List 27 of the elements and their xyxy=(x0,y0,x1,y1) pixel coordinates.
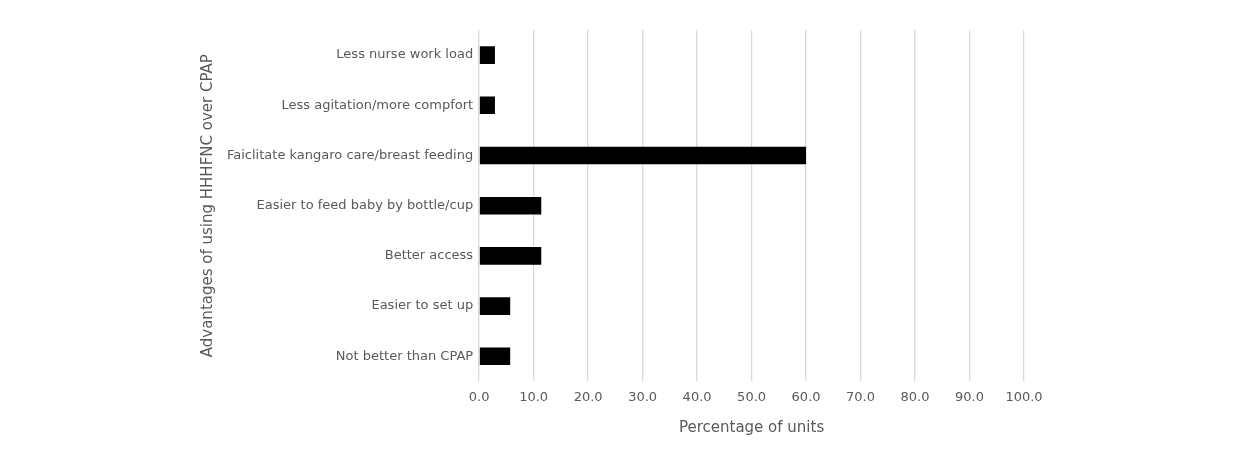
x-tick-label: 70.0 xyxy=(846,388,876,404)
x-tick-label: 0.0 xyxy=(468,388,490,404)
x-tick-label: 50.0 xyxy=(737,388,767,404)
y-tick-label: Easier to feed baby by bottle/cup xyxy=(256,197,474,213)
y-tick-label: Faiclitate kangaro care/breast feeding xyxy=(226,146,474,162)
x-tick-label: 80.0 xyxy=(900,388,930,404)
bar xyxy=(479,297,511,315)
bar xyxy=(479,247,542,265)
y-tick-label: Not better than CPAP xyxy=(335,347,474,363)
y-axis-title: Advantages of using HHHFNC over CPAP xyxy=(197,54,216,358)
y-tick-label: Better access xyxy=(384,247,474,263)
y-tick-label: Easier to set up xyxy=(371,297,474,313)
bar xyxy=(479,96,495,115)
x-tick-label: 40.0 xyxy=(682,388,712,404)
x-axis-title: Percentage of units xyxy=(678,417,825,436)
bar xyxy=(479,347,511,366)
y-tick-label: Less agitation/more compfort xyxy=(281,96,474,112)
x-tick-label: 20.0 xyxy=(573,388,603,404)
x-tick-label: 10.0 xyxy=(519,388,549,404)
x-tick-label: 100.0 xyxy=(1005,388,1043,404)
y-tick-label: Less nurse work load xyxy=(336,46,474,62)
bar xyxy=(479,196,542,215)
x-tick-label: 90.0 xyxy=(955,388,984,404)
bar xyxy=(479,146,807,165)
x-tick-label: 30.0 xyxy=(628,388,658,404)
bar xyxy=(479,46,495,64)
x-tick-label: 60.0 xyxy=(791,388,821,404)
